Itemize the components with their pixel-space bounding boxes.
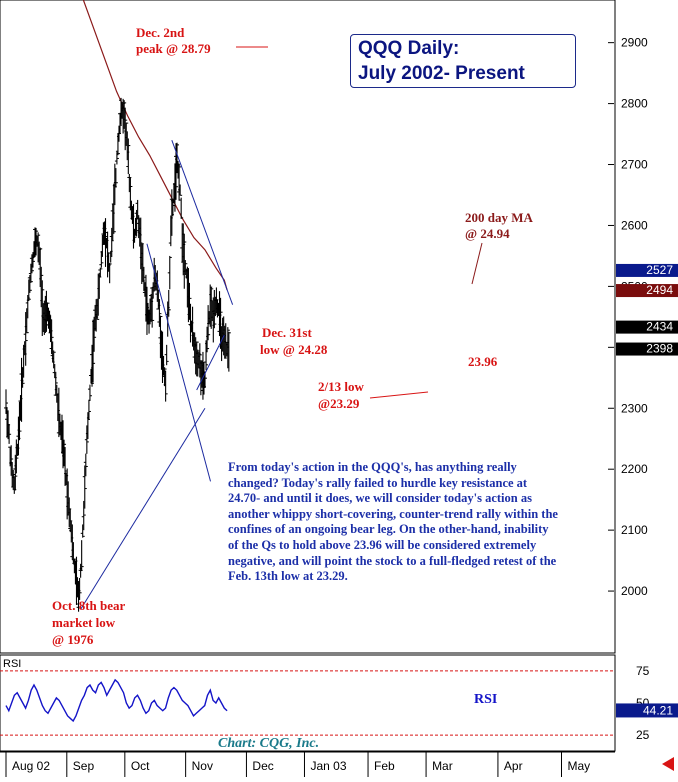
price-tick-label: 2600: [621, 218, 648, 232]
rsi-panel-frame: [0, 654, 616, 752]
rsi-tick-label: 75: [636, 664, 650, 678]
price-axis-layer: 2900280027002600250024002300220021002000…: [608, 36, 678, 598]
price-tick-label: 2200: [621, 462, 648, 476]
time-tick-label: Jan 03: [310, 759, 346, 773]
annotation-feb13-low: 2/13 low @23.29: [318, 379, 364, 411]
trend-line-short-support: [196, 334, 225, 391]
annotation-dec31-low: Dec. 31st low @ 24.28: [260, 325, 328, 357]
annotation-200-day-ma: 200 day MA @ 24.94: [465, 210, 534, 241]
annotation-oct8-line3: @ 1976: [52, 632, 94, 647]
price-tick-label: 2000: [621, 584, 648, 598]
price-tag-label: 2434: [646, 320, 673, 334]
annotation-dec2-peak: Dec. 2nd peak @ 28.79: [136, 25, 211, 56]
time-tick-label: Sep: [73, 759, 95, 773]
rsi-current-tag-box: [616, 703, 678, 718]
chart-title-line1: QQQ Daily:: [358, 38, 460, 59]
price-panel-frame: [0, 0, 616, 654]
ma-label-line2: @ 24.94: [465, 226, 510, 241]
trend-line-upper-channel: [171, 139, 234, 305]
price-tag-label: 2527: [646, 263, 673, 277]
annotation-oct8-low: Oct. 8th bear market low @ 1976: [52, 598, 126, 647]
price-tick-label: 2100: [621, 523, 648, 537]
ma-label-line1: 200 day MA: [465, 210, 534, 225]
price-tag-label: 2398: [646, 342, 673, 356]
annotation-dec2-line2: peak @ 28.79: [136, 41, 211, 56]
time-tick-label: Dec: [252, 759, 273, 773]
rsi-series-label: RSI: [474, 692, 497, 707]
ohlc-bars-layer: [4, 97, 231, 612]
chart-title-box: QQQ Daily: July 2002- Present: [350, 34, 576, 88]
time-axis-layer: Aug 02 Sep Oct Nov Dec Jan 03 Feb Mar Apr May: [5, 752, 590, 777]
chart-footer-credit: Chart: CQG, Inc.: [218, 736, 319, 751]
trend-line-rising-support: [80, 407, 206, 610]
time-tick-label: Nov: [192, 759, 213, 773]
price-tag-label: 2494: [646, 283, 673, 297]
moving-average-layer: [82, 0, 228, 291]
price-tag-box: [616, 342, 678, 356]
annotation-oct8-line2: market low: [52, 615, 116, 630]
annotation-dec2-line1: Dec. 2nd: [136, 25, 185, 40]
time-tick-label: Oct: [131, 759, 150, 773]
price-tag-box: [616, 263, 678, 277]
time-tick-label: Apr: [504, 759, 523, 773]
leader-ma: [471, 242, 483, 285]
annotation-current-level: 23.96: [468, 354, 498, 369]
annotation-oct8-line1: Oct. 8th bear: [52, 598, 126, 613]
price-tag-box: [616, 284, 678, 298]
annotation-leader-layer: [236, 46, 483, 399]
rsi-tick-label: 25: [636, 728, 650, 742]
annotation-dec31-line1: Dec. 31st: [262, 325, 312, 340]
chart-title-line2: July 2002- Present: [358, 63, 525, 84]
price-tick-label: 2300: [621, 401, 648, 415]
trend-line-lower-channel: [146, 243, 211, 482]
scroll-left-arrow-icon[interactable]: [662, 757, 674, 771]
time-tick-label: Mar: [432, 759, 453, 773]
annotation-feb13-line1: 2/13 low: [318, 379, 364, 394]
time-tick-label: Aug 02: [12, 759, 50, 773]
time-tick-label: May: [567, 759, 590, 773]
time-tick-label: Feb: [374, 759, 395, 773]
price-tick-label: 2800: [621, 97, 648, 111]
price-tag-box: [616, 320, 678, 334]
price-tick-label: 2700: [621, 158, 648, 172]
leader-feb13: [369, 391, 429, 399]
rsi-current-tag-label: 44.21: [643, 703, 673, 717]
rsi-line: [5, 678, 228, 723]
commentary-text: From today's action in the QQQ's, has an…: [228, 460, 558, 584]
price-tick-label: 2900: [621, 36, 648, 50]
trend-lines-layer: [80, 139, 234, 610]
rsi-panel-label: RSI: [3, 658, 21, 670]
annotation-feb13-line2: @23.29: [318, 396, 360, 411]
annotation-dec31-line2: low @ 24.28: [260, 342, 328, 357]
moving-average-line: [82, 0, 228, 291]
